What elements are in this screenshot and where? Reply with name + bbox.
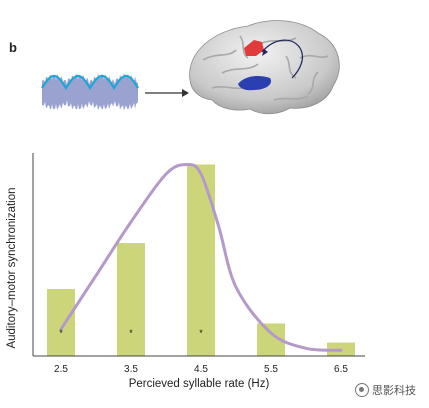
- x-tick-label: 5.5: [264, 364, 278, 375]
- arrow-right-icon: [145, 89, 189, 97]
- x-tick-label: 3.5: [124, 364, 138, 375]
- watermark-text: 思影科技: [372, 384, 416, 397]
- bar-2.5: [47, 288, 75, 356]
- brain-icon: [189, 20, 340, 115]
- x-axis-label: Percieved syllable rate (Hz): [129, 378, 270, 390]
- x-tick-label: 2.5: [54, 364, 68, 375]
- significance-markers: * * *: [59, 328, 203, 338]
- significance-star: *: [59, 328, 63, 338]
- significance-star: *: [199, 328, 203, 338]
- wechat-icon: [355, 383, 369, 397]
- x-ticks: 2.5 3.5 4.5 5.5 6.5: [54, 364, 348, 375]
- significance-star: *: [129, 328, 133, 338]
- panel-label: b: [9, 40, 17, 55]
- waveform-icon: [41, 73, 139, 111]
- bar-3.5: [117, 243, 145, 356]
- x-tick-label: 4.5: [194, 364, 208, 375]
- y-axis-label: Auditory–motor synchronization: [6, 187, 18, 348]
- bars: [47, 164, 355, 356]
- fit-curve: [59, 162, 343, 352]
- schematic: [41, 20, 340, 115]
- x-tick-label: 6.5: [334, 364, 348, 375]
- watermark: 思影科技: [355, 382, 416, 398]
